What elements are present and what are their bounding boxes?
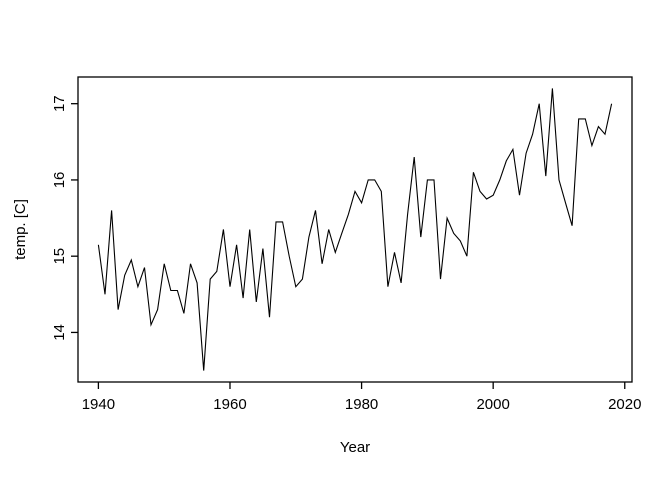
y-axis-title: temp. [C] (12, 199, 29, 260)
y-tick-label: 14 (51, 324, 68, 341)
x-axis-title: Year (340, 439, 370, 456)
y-tick-label: 15 (51, 248, 68, 265)
x-tick-label: 2000 (476, 396, 509, 413)
plot-border (77, 76, 633, 383)
x-tick-label: 2020 (608, 396, 641, 413)
y-tick-label: 17 (51, 95, 68, 112)
y-tick-label: 16 (51, 172, 68, 189)
data-series (97, 88, 613, 371)
x-tick-label: 1960 (213, 396, 246, 413)
x-tick-label: 1940 (82, 396, 115, 413)
axis-titles: Year temp. [C] (12, 199, 370, 456)
x-tick-label: 1980 (345, 396, 378, 413)
x-axis: 1940 1960 1980 2000 2020 (82, 382, 641, 413)
y-axis: 14 15 16 17 (51, 95, 78, 341)
plot-box (77, 76, 633, 383)
series-annual-temperature (97, 88, 613, 371)
